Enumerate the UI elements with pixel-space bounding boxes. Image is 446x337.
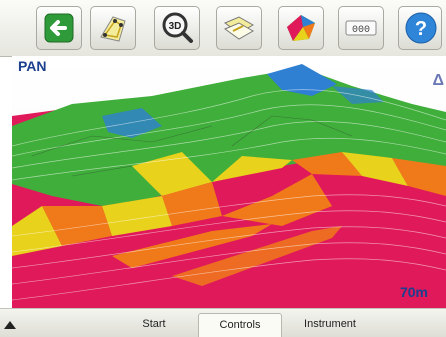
terrain-3d-view[interactable]: PAN Δ 70m xyxy=(12,56,446,308)
contour-lines xyxy=(12,89,446,301)
terrain-model-icon xyxy=(287,15,315,41)
keypad-button[interactable]: 000 xyxy=(338,6,384,50)
zoom-3d-button[interactable]: 3D xyxy=(154,6,200,50)
peak-region xyxy=(267,64,337,96)
terrain-model-button[interactable] xyxy=(278,6,324,50)
expand-triangle-icon[interactable] xyxy=(4,321,16,329)
keypad-icon: 000 xyxy=(345,20,377,36)
zoom-3d-icon: 3D xyxy=(162,12,193,43)
back-arrow-icon xyxy=(44,13,74,43)
tab-controls[interactable]: Controls xyxy=(198,313,282,337)
mode-label: PAN xyxy=(18,58,47,74)
tab-instrument[interactable]: Instrument xyxy=(304,318,356,330)
layers-icon xyxy=(223,16,255,40)
toolbar: 3D 000 xyxy=(0,0,446,57)
scale-label: 70m xyxy=(399,284,428,300)
help-icon: ? xyxy=(405,12,437,44)
orientation-glyph: Δ xyxy=(432,72,445,89)
tab-bar: Start Controls Instrument xyxy=(0,308,446,337)
survey-points-icon xyxy=(100,16,126,42)
keypad-label: 000 xyxy=(352,25,370,36)
back-button[interactable] xyxy=(36,6,82,50)
help-label: ? xyxy=(415,18,427,40)
fill-region xyxy=(12,68,446,206)
tab-start[interactable]: Start xyxy=(142,318,166,330)
survey-points-button[interactable] xyxy=(90,6,136,50)
layers-button[interactable] xyxy=(216,6,262,50)
zoom-3d-label: 3D xyxy=(169,21,182,32)
terrain-surface xyxy=(12,64,446,308)
help-button[interactable]: ? xyxy=(398,6,442,50)
